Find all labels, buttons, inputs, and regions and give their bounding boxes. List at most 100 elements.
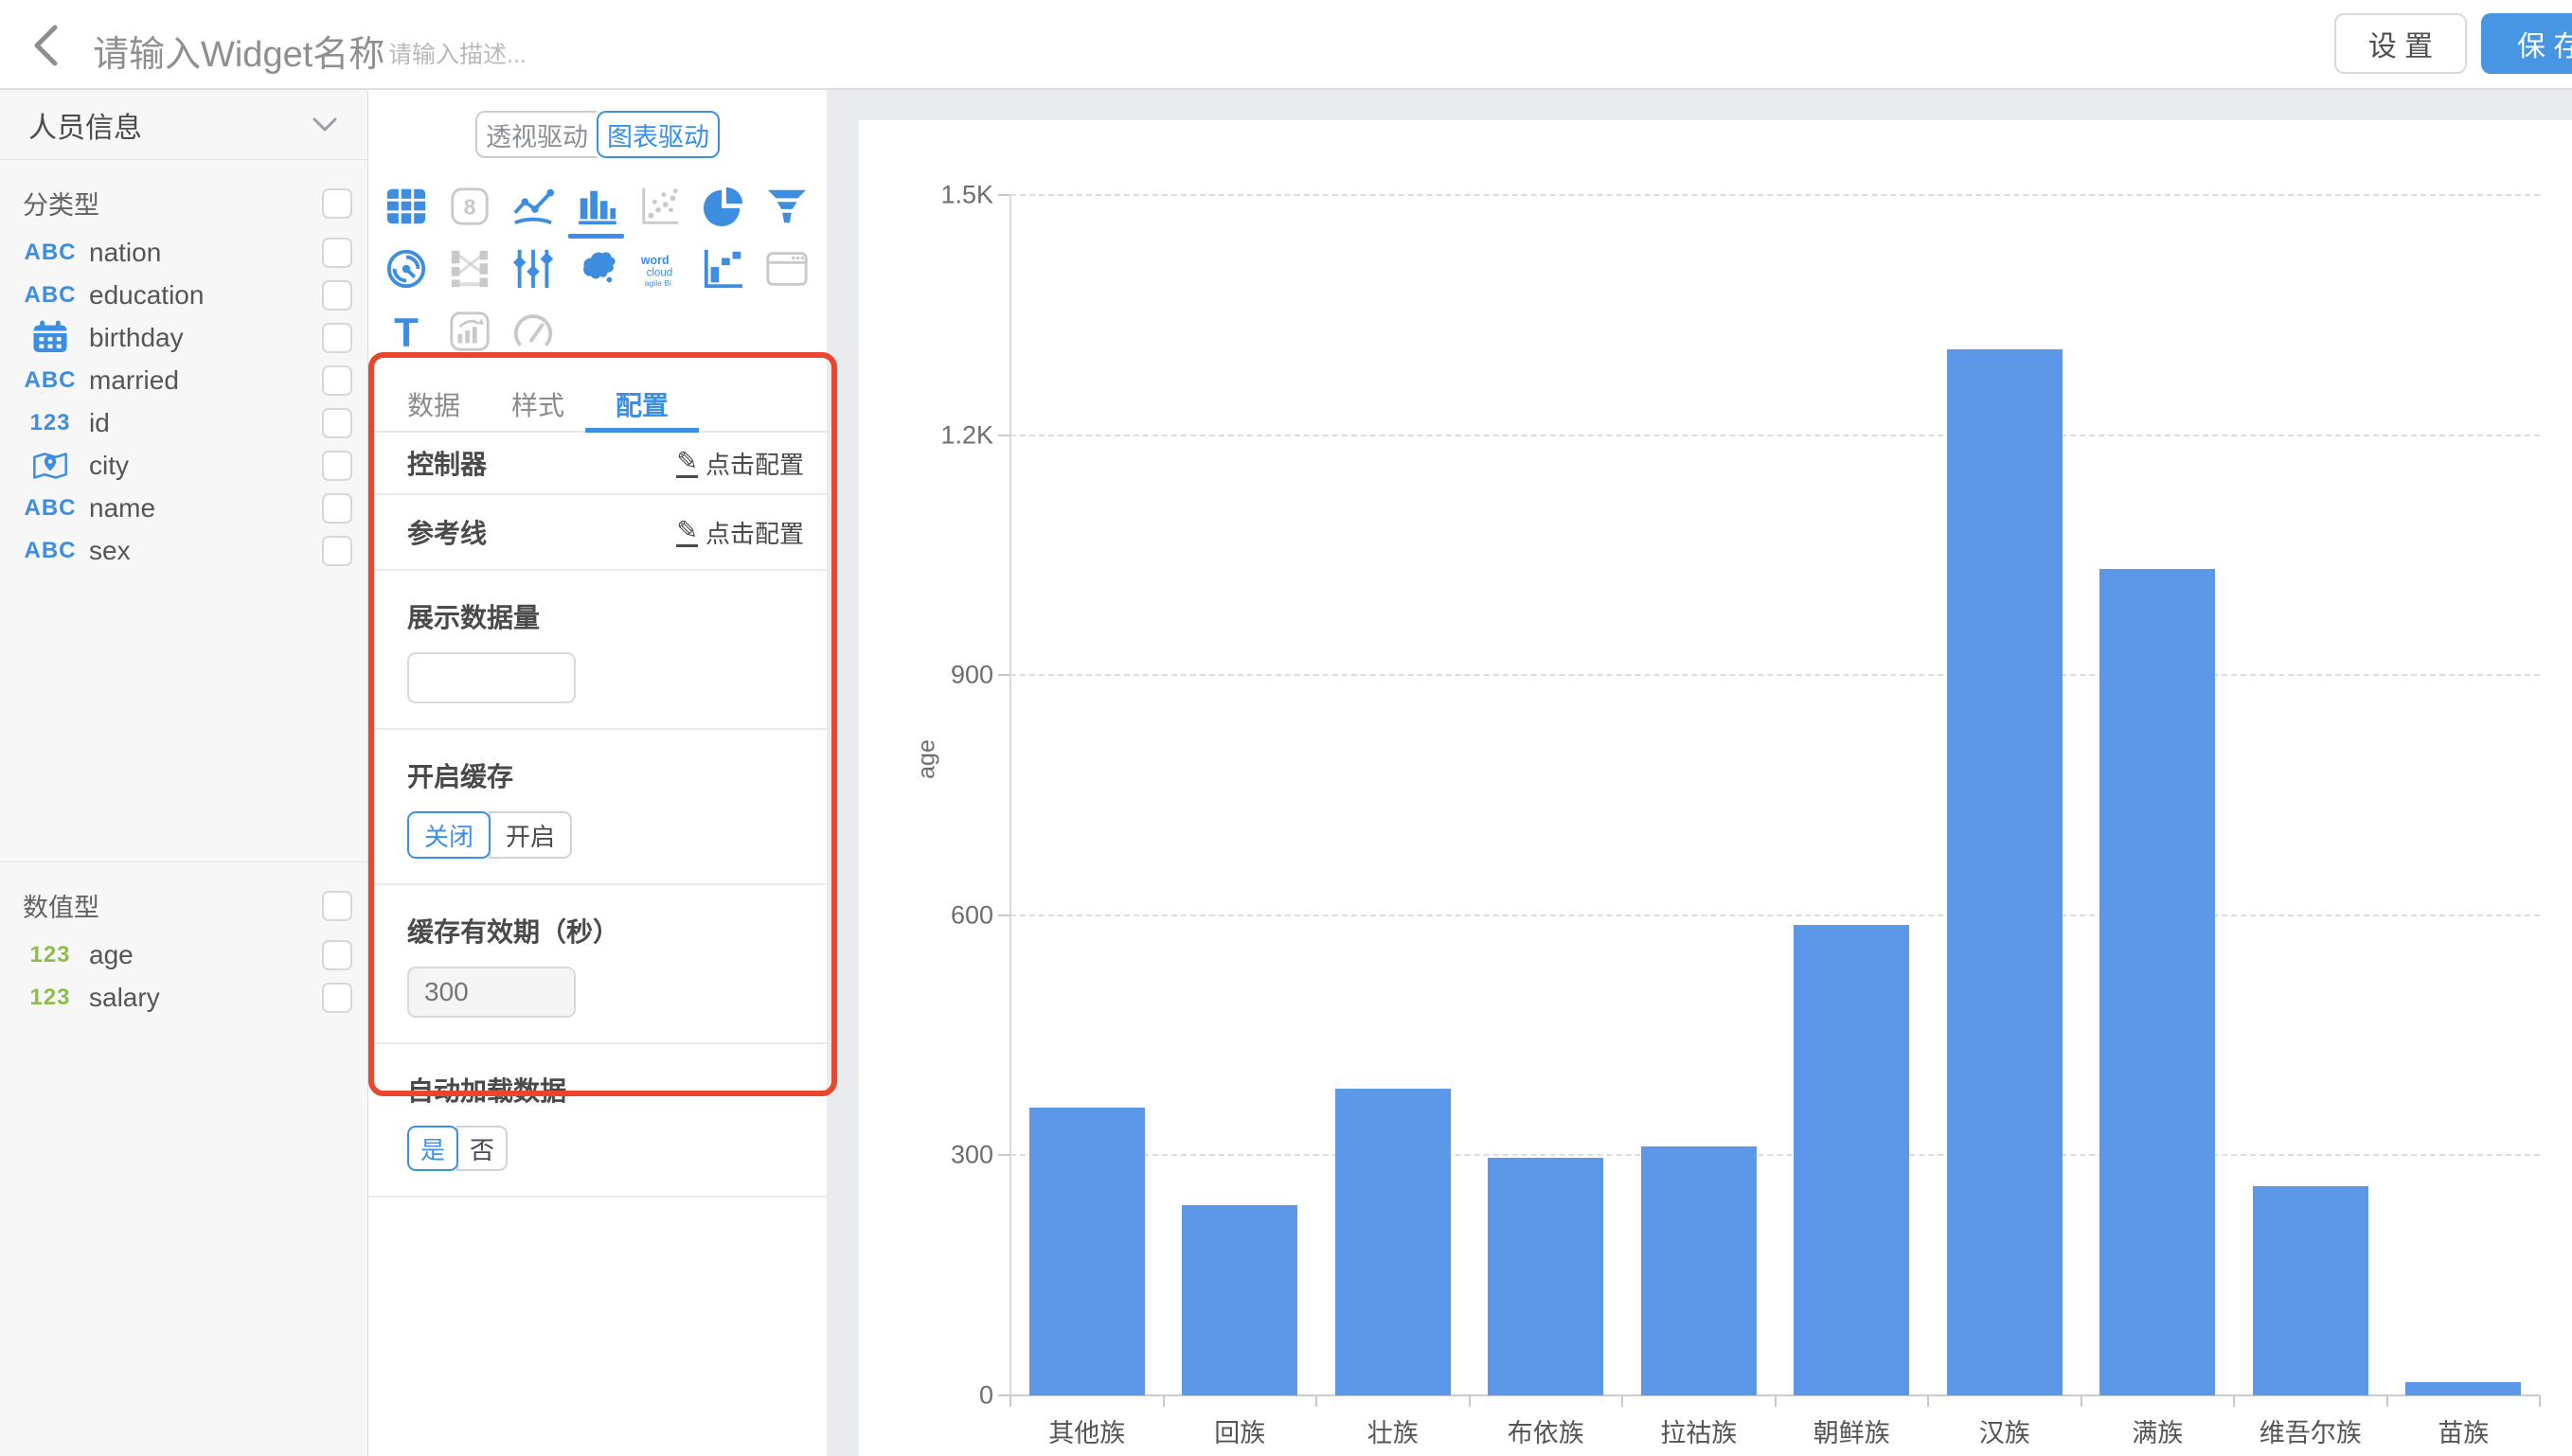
field-row-age[interactable]: 123age [0,933,367,976]
auto-load-no-option[interactable]: 否 [456,1126,508,1171]
field-checkbox[interactable] [322,365,352,396]
section-numeric: 数值型 [0,862,367,933]
mode-chart-driven[interactable]: 图表驱动 [597,111,720,158]
field-row-education[interactable]: ABC education [0,274,367,316]
field-row-salary[interactable]: 123 salary [0,976,367,1019]
chart-type-pie-icon[interactable] [691,175,755,238]
controller-configure-link[interactable]: ✎ 点击配置 [676,446,804,481]
numeric-field-list: 123age 123 salary [0,933,367,1019]
y-tick-label: 1.5K [940,181,993,210]
auto-load-yes-option[interactable]: 是 [407,1126,458,1171]
controller-row: 控制器 ✎ 点击配置 [368,433,827,495]
svg-text:cloud: cloud [646,268,672,279]
field-label: education [89,280,322,311]
y-tick-mark [998,674,1010,676]
bar-壮族 [1335,1089,1451,1395]
display-count-input[interactable] [407,652,576,703]
top-bar: 请输入Widget名称 请输入描述... 设 置 保 存 [0,0,2572,90]
chart-type-bar-icon[interactable] [564,175,628,238]
field-row-name[interactable]: ABCname [0,487,367,529]
tab-style[interactable]: 样式 [511,385,564,431]
display-count-block: 展示数据量 [368,571,827,730]
pencil-icon: ✎ [676,449,698,478]
auto-load-block: 自动加载数据 是 否 [368,1044,827,1198]
chevron-left-icon [25,21,74,70]
configure-link-label: 点击配置 [706,446,804,481]
x-tick-mark [1927,1395,1929,1407]
dataset-name: 人员信息 [28,104,311,146]
field-checkbox[interactable] [322,323,352,353]
chart-type-scatter-icon [628,175,691,238]
cache-expiry-label: 缓存有效期（秒） [407,912,788,950]
chart-type-radar-icon[interactable] [374,238,438,300]
field-checkbox[interactable] [322,408,352,438]
string-type-icon: ABC [19,367,81,394]
chart-type-waterfall-icon[interactable] [691,238,755,300]
bar-维吾尔族 [2253,1186,2368,1395]
settings-button[interactable]: 设 置 [2334,13,2467,74]
field-checkbox[interactable] [322,493,352,524]
field-label: age [89,940,322,970]
x-axis-label: 回族 [1164,1412,1317,1449]
string-type-icon: ABC [19,282,81,309]
cache-expiry-input[interactable] [407,967,576,1018]
save-button[interactable]: 保 存 [2481,13,2572,74]
y-tick-mark [998,1154,1010,1156]
chart-type-text-icon[interactable]: T [374,300,438,363]
gridline-1.2K [1010,435,2540,436]
chart-type-parallel-icon[interactable] [501,238,564,300]
x-axis-label: 拉祜族 [1622,1412,1776,1449]
chart-type-table-icon[interactable] [374,175,438,238]
cache-expiry-block: 缓存有效期（秒） [368,885,827,1044]
field-checkbox[interactable] [322,451,352,481]
chart-type-line-icon[interactable] [501,175,564,238]
field-label: salary [89,983,322,1013]
bar-朝鲜族 [1794,925,1909,1395]
field-checkbox[interactable] [322,940,352,970]
field-checkbox[interactable] [322,983,352,1013]
field-row-sex[interactable]: ABCsex [0,529,367,572]
drive-mode-toggle: 透视驱动 图表驱动 [475,111,720,158]
chart-type-richtext-icon [438,300,501,363]
section-checkbox[interactable] [322,188,352,219]
y-tick-mark [998,435,1010,436]
mode-pivot-driven[interactable]: 透视驱动 [475,111,597,158]
chart-type-china-map-icon[interactable] [564,238,628,300]
widget-name-input[interactable]: 请输入Widget名称 [93,25,384,77]
x-tick-mark [1621,1395,1623,1407]
field-row-married[interactable]: ABCmarried [0,359,367,401]
cache-toggle-block: 开启缓存 关闭 开启 [368,730,827,885]
cache-toggle-label: 开启缓存 [407,756,788,794]
chart-type-number-icon: 8 [438,175,501,238]
cache-off-option[interactable]: 关闭 [407,811,491,859]
reference-line-configure-link[interactable]: ✎ 点击配置 [676,515,804,550]
field-label: name [89,493,322,524]
field-row-nation[interactable]: ABCnation [0,231,367,274]
field-checkbox[interactable] [322,536,352,566]
chart-type-wordcloud-icon[interactable]: wordcloudagile Bi [628,238,691,300]
dataset-selector[interactable]: 人员信息 [0,90,367,160]
tab-data[interactable]: 数据 [407,385,460,431]
x-tick-mark [2539,1395,2541,1407]
reference-line-label: 参考线 [407,513,676,551]
field-row-birthday[interactable]: birthday [0,316,367,359]
section-checkbox[interactable] [322,891,352,921]
chart-preview-card: age 03006009001.2K1.5K其他族回族壮族布依族拉祜族朝鲜族汉族… [859,120,2572,1456]
back-button[interactable] [25,21,74,70]
chart-type-grid: 8 wordcloudagile Bi T [368,175,827,363]
x-axis-label: 汉族 [1928,1412,2081,1449]
field-row-city[interactable]: city [0,444,367,487]
cache-on-option[interactable]: 开启 [489,811,572,859]
chart-type-funnel-icon[interactable] [755,175,818,238]
svg-text:8: 8 [463,195,475,220]
field-label: birthday [89,323,322,353]
number-type-icon: 123 [19,985,81,1011]
bar-满族 [2099,569,2215,1395]
tab-config[interactable]: 配置 [616,385,669,431]
field-checkbox[interactable] [322,280,352,311]
y-tick-mark [998,194,1010,196]
cache-toggle-group: 关闭 开启 [407,811,572,859]
field-checkbox[interactable] [322,238,352,268]
field-row-id[interactable]: 123id [0,401,367,444]
widget-description-input[interactable]: 请输入描述... [388,36,527,70]
